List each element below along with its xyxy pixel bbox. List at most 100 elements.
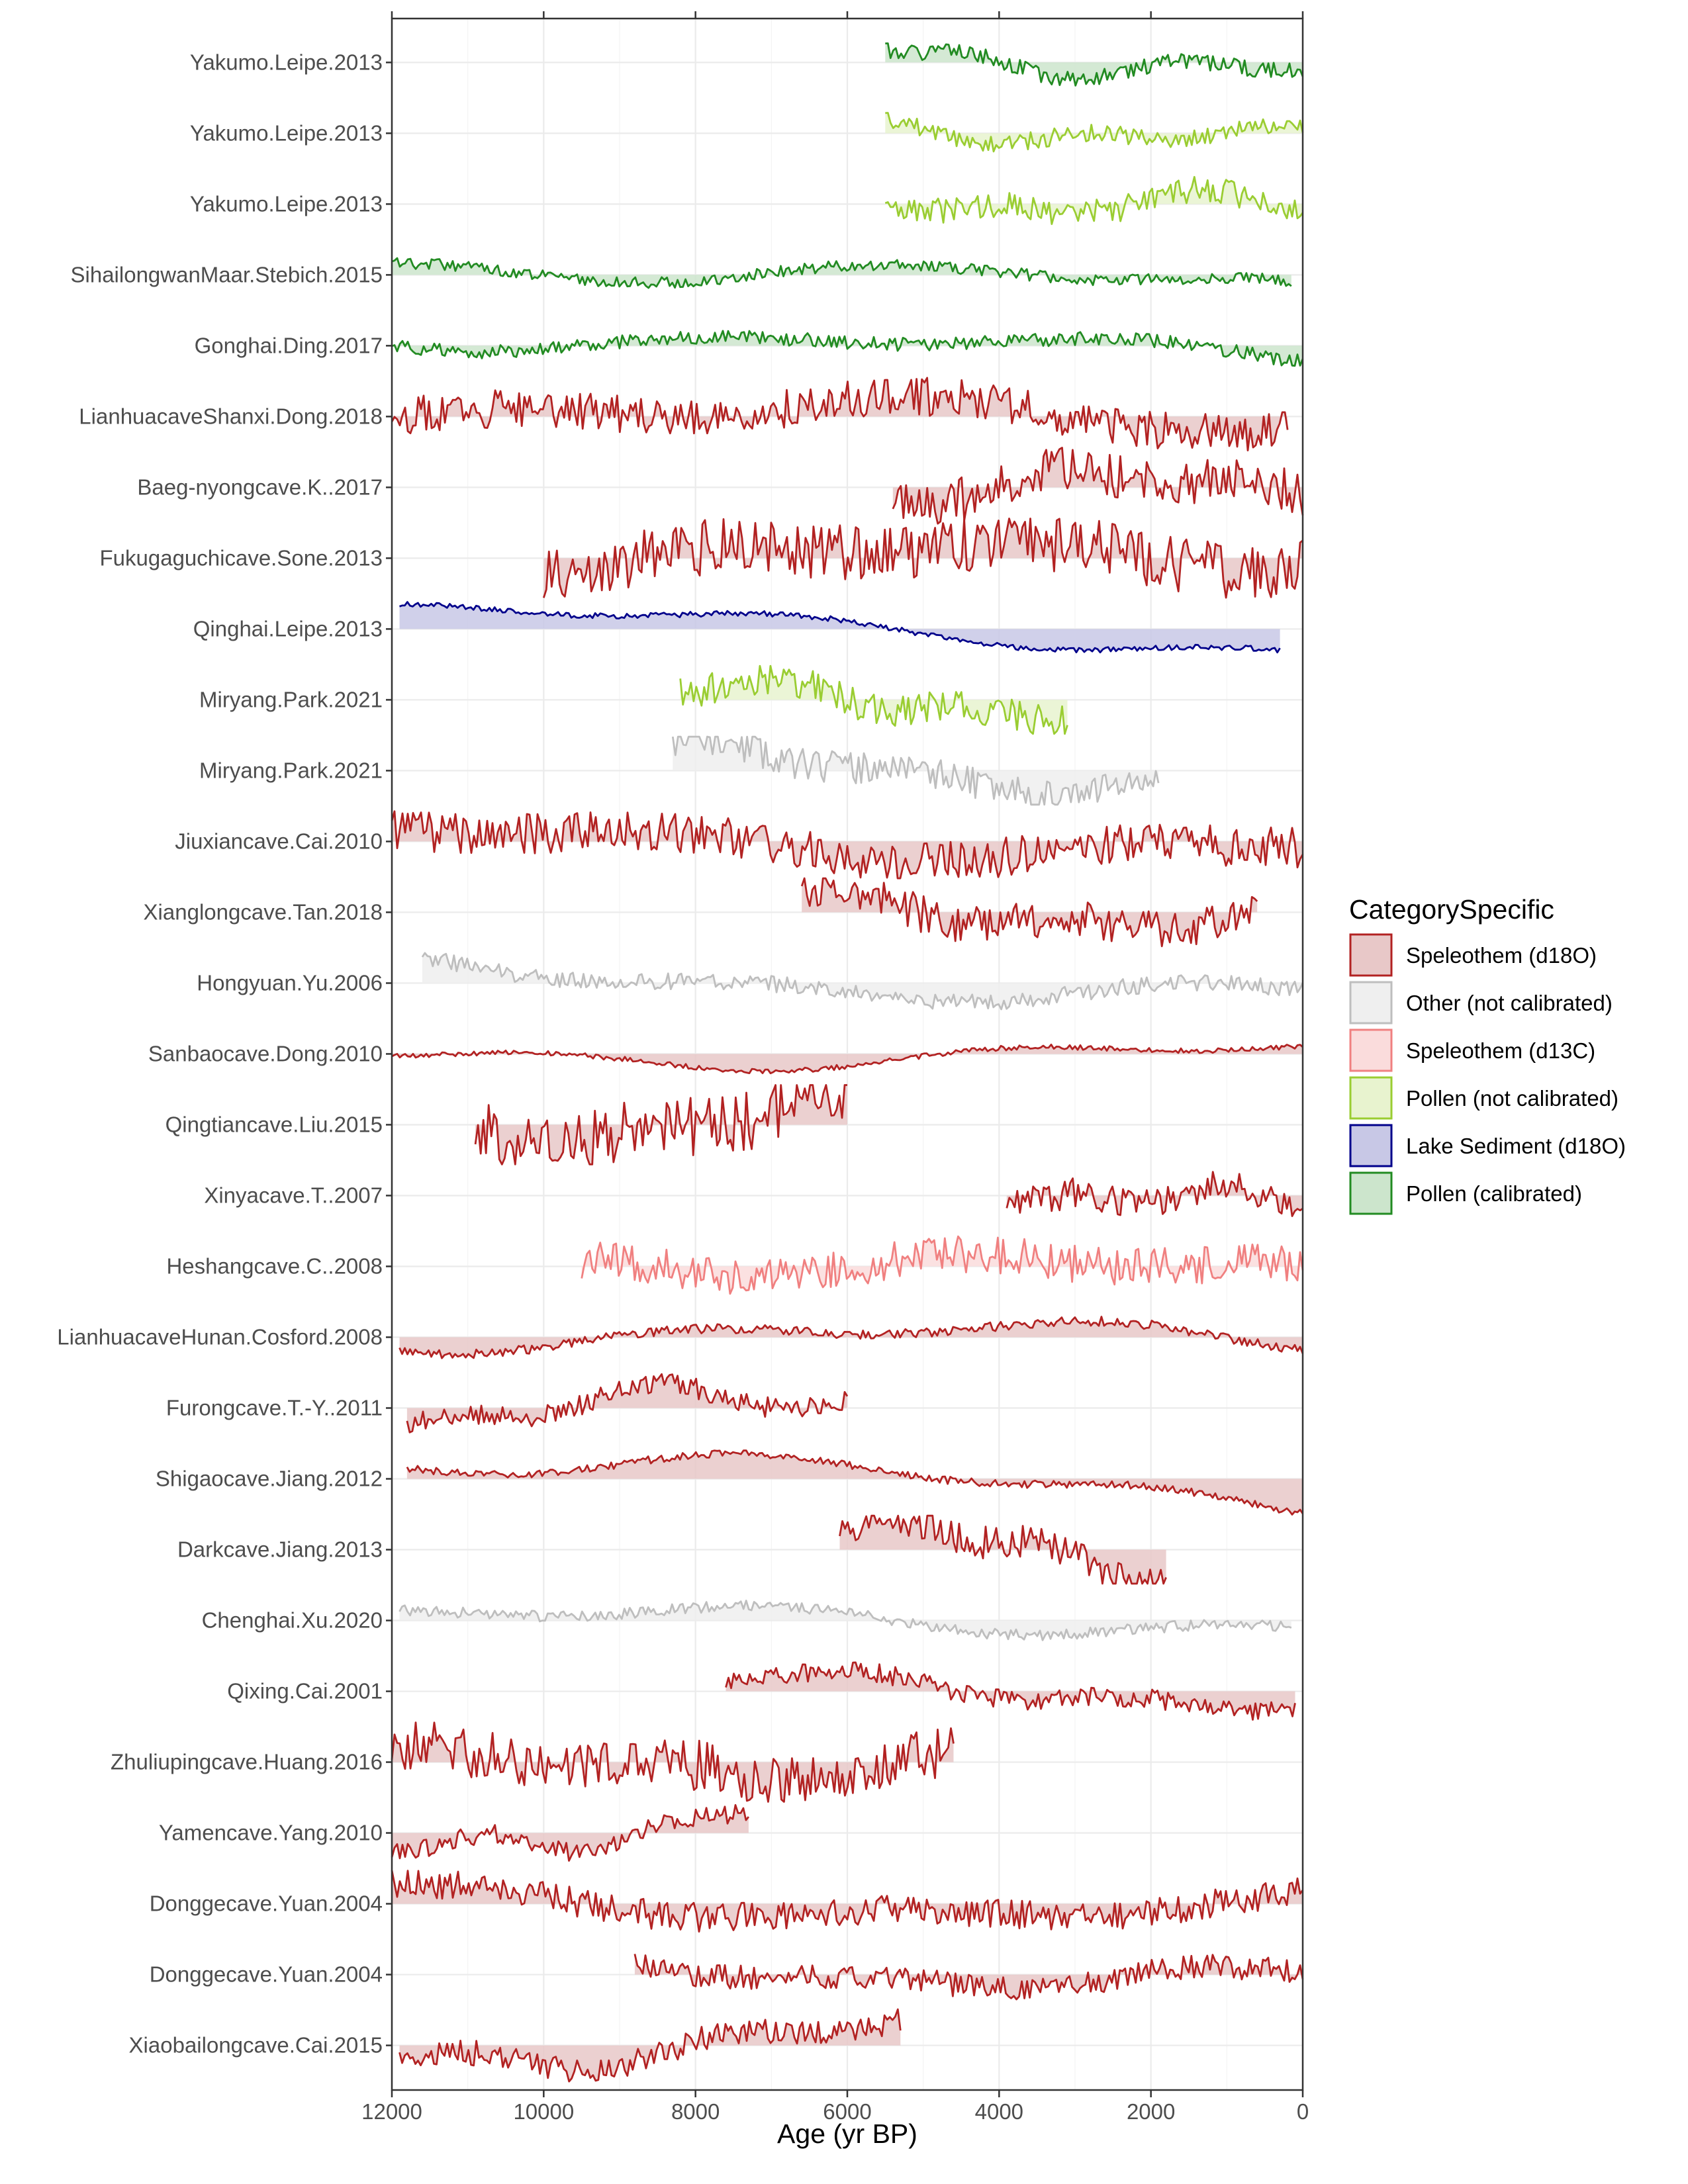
y-label-series: Yakumo.Leipe.2013 — [190, 120, 383, 145]
series-area — [802, 878, 1258, 946]
legend-label: Other (not calibrated) — [1406, 991, 1613, 1015]
y-label-series: Xiaobailongcave.Cai.2015 — [129, 2033, 383, 2058]
series-area — [392, 1870, 1303, 1932]
series-area — [543, 518, 1303, 598]
series-line — [671, 735, 1160, 806]
series-line — [391, 1721, 955, 1803]
series-line — [406, 1373, 849, 1433]
series-line — [399, 1600, 1292, 1641]
x-tick-label: 2000 — [1127, 2099, 1175, 2124]
y-label-series: Shigaocave.Jiang.2012 — [156, 1467, 383, 1491]
x-tick-label: 8000 — [671, 2099, 720, 2124]
series-area — [392, 811, 1303, 879]
y-label-series: Xianglongcave.Tan.2018 — [144, 899, 383, 924]
legend-items: Speleothem (d18O) Other (not calibrated) S… — [1349, 933, 1626, 1215]
y-label-series: Donggecave.Yuan.2004 — [150, 1891, 383, 1916]
y-label-series: Xinyacave.T..2007 — [204, 1183, 383, 1207]
series-area — [399, 602, 1280, 653]
y-label-series: Donggecave.Yuan.2004 — [150, 1962, 383, 1987]
y-label-series: LianhuacaveShanxi.Dong.2018 — [79, 404, 383, 428]
series-line — [391, 330, 1304, 367]
y-label-series: Darkcave.Jiang.2013 — [177, 1537, 383, 1562]
series-line — [399, 601, 1281, 654]
series-lines — [391, 42, 1304, 2083]
series-area — [885, 43, 1303, 86]
y-label-series: Yakumo.Leipe.2013 — [190, 191, 383, 216]
legend-label: Pollen (calibrated) — [1406, 1181, 1582, 1206]
series-line — [800, 877, 1258, 948]
series-area — [392, 377, 1288, 451]
y-label-series: Qixing.Cai.2001 — [227, 1679, 383, 1704]
series-line — [391, 377, 1289, 451]
y-label-series: Yamencave.Yang.2010 — [159, 1821, 383, 1845]
legend-label: Lake Sediment (d18O) — [1406, 1134, 1626, 1158]
series-area — [399, 1600, 1291, 1641]
series-line — [474, 1084, 847, 1165]
series-line — [421, 952, 1304, 1011]
legend-swatch — [1349, 1028, 1393, 1072]
series-line — [1006, 1171, 1303, 1217]
series-line — [391, 1804, 749, 1862]
y-label-series: Sanbaocave.Dong.2010 — [148, 1041, 383, 1066]
y-label-series: SihailongwanMaar.Stebich.2015 — [71, 262, 383, 287]
series-area — [1006, 1171, 1303, 1216]
series-area — [673, 737, 1159, 805]
series-line — [839, 1514, 1167, 1585]
series-line — [885, 112, 1304, 153]
series-line — [399, 1316, 1304, 1359]
series-line — [542, 518, 1303, 599]
legend-label: Pollen (not calibrated) — [1406, 1086, 1618, 1111]
x-axis: 12000 10000 8000 6000 4000 2000 0 — [361, 11, 1309, 2124]
y-label-series: Heshangcave.C..2008 — [166, 1253, 383, 1278]
series-area — [392, 1805, 749, 1861]
legend-swatch — [1349, 1171, 1393, 1215]
y-label-series: Qinghai.Leipe.2013 — [193, 616, 383, 641]
x-tick-label: 10000 — [513, 2099, 574, 2124]
series-line — [406, 1449, 1304, 1516]
series-line — [679, 664, 1068, 735]
series-area — [399, 1316, 1303, 1359]
legend-swatch — [1349, 933, 1393, 977]
series-line — [391, 1044, 1303, 1075]
x-tick-label: 6000 — [823, 2099, 871, 2124]
y-label-series: Yakumo.Leipe.2013 — [190, 50, 383, 74]
legend-swatch — [1349, 1124, 1393, 1167]
series-line — [892, 447, 1304, 525]
y-label-series: Miryang.Park.2021 — [199, 758, 383, 782]
legend-title: CategorySpecific — [1349, 894, 1554, 925]
series-line — [884, 175, 1304, 225]
series-line — [633, 1954, 1304, 2001]
y-axis-labels: Yakumo.Leipe.2013 Yakumo.Leipe.2013 Yakumo… — [57, 50, 392, 2058]
series-line — [391, 810, 1304, 880]
series-line — [399, 2008, 902, 2083]
y-label-series: Baeg-nyongcave.K..2017 — [137, 475, 383, 499]
x-tick-label: 0 — [1297, 2099, 1309, 2124]
y-label-series: Miryang.Park.2021 — [199, 687, 383, 711]
series-area — [892, 447, 1303, 524]
series-area — [392, 1722, 954, 1802]
legend-label: Speleothem (d13C) — [1406, 1038, 1595, 1063]
y-label-series: LianhuacaveHunan.Cosford.2008 — [57, 1324, 383, 1349]
x-axis-title: Age (yr BP) — [777, 2118, 917, 2149]
series-line — [885, 42, 1304, 87]
series-line — [581, 1235, 1304, 1295]
series-line — [725, 1661, 1296, 1721]
y-label-series: Zhuliupingcave.Huang.2016 — [111, 1750, 383, 1774]
y-label-series: Gonghai.Ding.2017 — [195, 333, 383, 357]
series-line — [391, 257, 1292, 289]
legend: CategorySpecific Speleothem (d18O) Other … — [1349, 894, 1626, 1215]
x-tick-label: 12000 — [361, 2099, 422, 2124]
series-area — [406, 1450, 1303, 1515]
y-label-series: Hongyuan.Yu.2006 — [197, 970, 383, 995]
legend-label: Speleothem (d18O) — [1406, 943, 1597, 968]
legend-swatch — [1349, 981, 1393, 1024]
series-area — [392, 1044, 1303, 1073]
series-line — [391, 1870, 1304, 1933]
y-label-series: Fukugaguchicave.Sone.2013 — [100, 545, 383, 570]
series-area — [392, 258, 1291, 288]
y-label-series: Qingtiancave.Liu.2015 — [165, 1112, 383, 1136]
y-label-series: Chenghai.Xu.2020 — [202, 1608, 383, 1633]
y-label-series: Furongcave.T.-Y..2011 — [166, 1396, 383, 1420]
series-area — [839, 1516, 1166, 1584]
